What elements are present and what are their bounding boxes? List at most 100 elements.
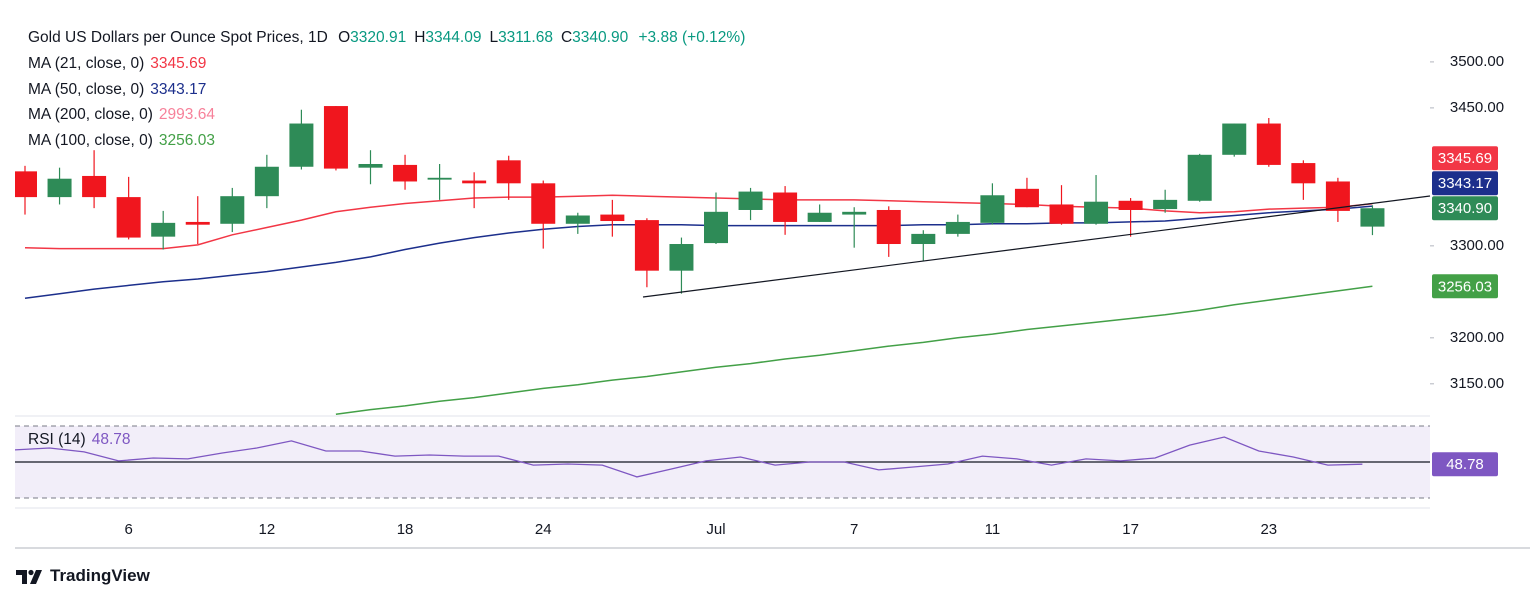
x-tick-label: 6 <box>124 521 132 538</box>
ohlc-value: 3320.91 <box>350 29 407 46</box>
candle-body <box>1118 200 1143 210</box>
ma-name: MA (200, close, 0) <box>28 106 153 123</box>
x-tick-label: 18 <box>397 521 414 538</box>
candle-body <box>151 222 176 237</box>
candle-body <box>1222 123 1247 155</box>
ma-legend-row: MA (21, close, 0) 3345.69 <box>28 55 206 73</box>
ma-value: 3256.03 <box>158 131 215 149</box>
price-tag <box>1432 274 1498 299</box>
candle-body <box>1291 163 1316 184</box>
candle-body <box>393 164 418 182</box>
candle-body <box>531 183 556 224</box>
rsi-tag-label: 48.78 <box>1446 456 1484 473</box>
candle-body <box>82 175 107 198</box>
ma-legend-row: MA (200, close, 0) 2993.64 <box>28 106 215 124</box>
x-tick-label: 7 <box>850 521 858 538</box>
candle-body <box>15 171 37 198</box>
candle-body <box>704 211 728 244</box>
candle-body <box>1049 204 1074 224</box>
candle-body <box>1153 199 1178 210</box>
price-tag-label: 3256.03 <box>1438 278 1492 295</box>
ma-line <box>335 285 1373 415</box>
ma-value: 2993.64 <box>158 106 215 123</box>
candle-body <box>945 221 970 234</box>
candle-body <box>738 191 763 210</box>
candle-body <box>254 166 279 197</box>
y-tick-label: 3450.00 <box>1450 99 1504 116</box>
ohlc-value: 3311.68 <box>498 29 553 46</box>
ohlc-key: L <box>489 29 499 46</box>
y-tick-label: 3300.00 <box>1450 237 1504 254</box>
candle-body <box>1360 208 1385 227</box>
candle-body <box>358 163 383 168</box>
candle-body <box>876 209 901 245</box>
ma-legend-row: MA (50, close, 0) 3343.17 <box>28 81 206 99</box>
candle-body <box>1084 201 1109 224</box>
ohlc-legend: O3320.91 H3344.09 L3311.68 C3340.90 <box>332 29 628 46</box>
candle-body <box>634 220 659 271</box>
candle-body <box>807 212 832 222</box>
candle-body <box>565 215 590 224</box>
ma-name: MA (50, close, 0) <box>28 80 145 98</box>
candle-body <box>911 233 936 245</box>
price-tag-label: 3340.90 <box>1438 200 1492 217</box>
x-tick-label: 12 <box>259 521 276 538</box>
price-tag <box>1432 196 1498 221</box>
candle-body <box>842 211 867 215</box>
ma-line <box>24 194 1373 250</box>
rsi-name: RSI (14) <box>28 431 86 448</box>
price-tag-label: 3343.17 <box>1438 175 1492 192</box>
ohlc-value: 3344.09 <box>425 29 482 46</box>
title-legend: Gold US Dollars per Ounce Spot Prices, 1… <box>28 29 745 47</box>
brand-logo <box>16 569 42 584</box>
x-tick-label: Jul <box>706 521 725 538</box>
rsi-tag <box>1432 452 1498 477</box>
candle-body <box>980 195 1005 223</box>
candle-body <box>220 196 245 224</box>
candle-body <box>773 192 798 222</box>
candle-body <box>116 197 141 238</box>
ma-name: MA (100, close, 0) <box>28 131 153 149</box>
candle-body <box>323 106 348 169</box>
rsi-legend: RSI (14) 48.78 <box>28 431 131 449</box>
ma-line <box>24 205 1373 300</box>
x-tick-label: 11 <box>985 521 1001 538</box>
ma-name: MA (21, close, 0) <box>28 55 145 72</box>
candle-body <box>1014 188 1039 208</box>
ohlc-value: 3340.90 <box>572 29 629 46</box>
y-tick-label: 3150.00 <box>1450 375 1504 392</box>
price-tag <box>1432 171 1498 196</box>
candle-body <box>462 180 487 184</box>
brand: TradingView <box>50 566 150 585</box>
candle-body <box>496 160 521 184</box>
candle-body <box>47 178 72 198</box>
ma-value: 3345.69 <box>150 55 207 72</box>
rsi-value: 48.78 <box>91 431 131 448</box>
rsi-line <box>15 436 1363 478</box>
x-tick-label: 23 <box>1260 521 1277 538</box>
ma-legend-row: MA (100, close, 0) 3256.03 <box>28 132 215 150</box>
y-tick-label: 3500.00 <box>1450 53 1504 70</box>
axes: 3150.00 3200.00 3300.00 3450.00 3500.00 6 12 18… <box>124 53 1504 538</box>
candle-body <box>289 123 314 167</box>
price-tag-label: 3345.69 <box>1438 150 1492 167</box>
candle-body <box>600 214 625 222</box>
price-panel <box>15 106 1385 415</box>
candle-body <box>427 177 452 180</box>
ma-value: 3343.17 <box>150 80 207 98</box>
price-tag <box>1432 146 1498 171</box>
candle-body <box>1325 181 1350 211</box>
candle-body <box>185 221 210 225</box>
x-tick-label: 17 <box>1122 521 1139 538</box>
ohlc-key: C <box>560 29 573 46</box>
rsi-panel <box>15 425 1430 499</box>
x-tick-label: 24 <box>535 521 552 538</box>
title: Gold US Dollars per Ounce Spot Prices, 1… <box>28 29 328 46</box>
ohlc-key: H <box>414 29 426 46</box>
candle-body <box>1187 154 1212 201</box>
ohlc-key: O <box>338 29 351 46</box>
candle-body <box>669 244 694 271</box>
change: +3.88 (+0.12%) <box>638 29 746 46</box>
